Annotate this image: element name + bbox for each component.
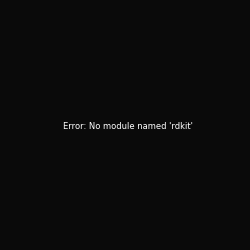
Text: Error: No module named 'rdkit': Error: No module named 'rdkit'	[63, 122, 193, 131]
